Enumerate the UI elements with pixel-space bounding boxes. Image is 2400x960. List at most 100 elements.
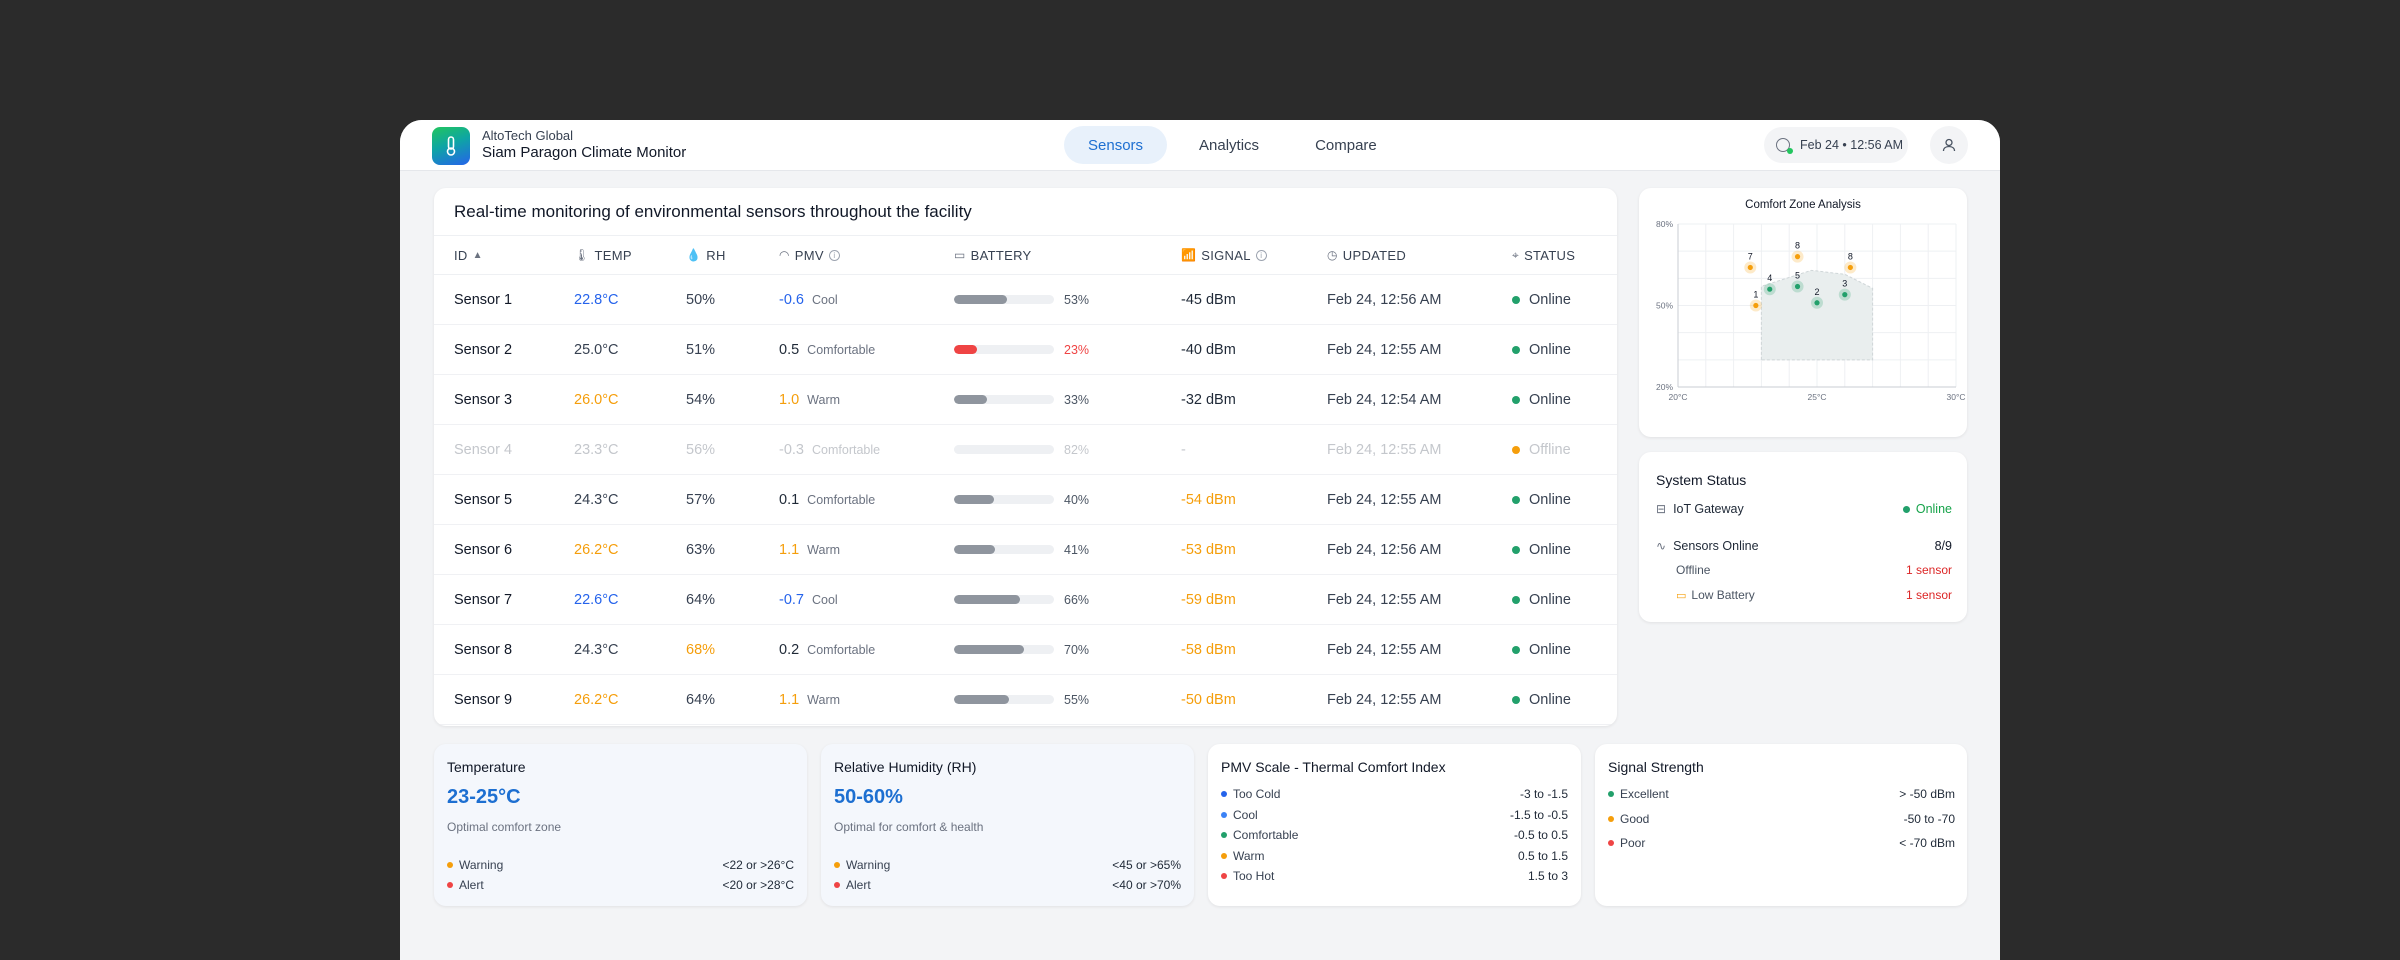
humidity-value: 68% xyxy=(686,641,716,658)
datetime-pill[interactable]: Feb 24 • 12:56 AM xyxy=(1764,127,1908,163)
data-point xyxy=(1842,292,1848,298)
status-cell: Offline xyxy=(1512,425,1571,474)
data-point xyxy=(1753,302,1759,309)
main-nav: Sensors Analytics Compare xyxy=(1064,126,1401,164)
gateway-status: Online xyxy=(1915,502,1952,516)
col-updated-label: UPDATED xyxy=(1342,247,1407,263)
col-signal-label: SIGNAL xyxy=(1201,247,1251,263)
col-updated-header[interactable]: ◷ UPDATED xyxy=(1327,236,1406,274)
signal-value: -53 dBm xyxy=(1181,541,1236,558)
battery-percent: 82% xyxy=(1064,442,1090,457)
scale-label: Good xyxy=(1620,811,1650,826)
temperature-range: 23-25°C xyxy=(447,786,521,808)
table-row[interactable]: Sensor 1 22.8°C 50% -0.6 Cool 53% -45 dBm Feb 2… xyxy=(434,275,1617,325)
battery-cell: 55% xyxy=(954,675,1089,724)
battery-cell: 70% xyxy=(954,625,1089,674)
battery-bar xyxy=(954,695,1054,704)
table-row[interactable]: Sensor 4 23.3°C 56% -0.3 Comfortable 82% - Feb … xyxy=(434,425,1617,475)
pmv-cell: -0.3 Comfortable xyxy=(779,425,880,474)
temperature-value: 26.2°C xyxy=(574,541,619,558)
pmv-label: Comfortable xyxy=(807,642,876,657)
pmv-label: Warm xyxy=(807,542,841,557)
signal-value: -32 dBm xyxy=(1181,391,1236,408)
battery-percent: 55% xyxy=(1064,692,1090,707)
updated-time: Feb 24, 12:55 AM xyxy=(1327,641,1442,658)
battery-fill xyxy=(954,645,1024,654)
table-row[interactable]: Sensor 6 26.2°C 63% 1.1 Warm 41% -53 dBm Feb 24… xyxy=(434,525,1617,575)
scale-item-left: Too Cold xyxy=(1221,787,1280,801)
temperature-warning-row: Warning <22 or >26°C xyxy=(447,858,794,872)
offline-label: Offline xyxy=(1676,563,1711,577)
scale-item-left: Warm xyxy=(1221,849,1265,863)
clock-icon: ◷ xyxy=(1327,248,1338,262)
x-tick-label: 20°C xyxy=(1669,392,1688,402)
scale-item-left: Comfortable xyxy=(1221,828,1298,842)
table-row[interactable]: Sensor 9 26.2°C 64% 1.1 Warm 55% -50 dBm Feb 24… xyxy=(434,675,1617,725)
sensor-id: Sensor 9 xyxy=(454,691,513,708)
data-point xyxy=(1847,264,1853,271)
low-battery-row: ▭ Low Battery 1 sensor xyxy=(1656,588,1952,602)
col-signal-header[interactable]: 📶 SIGNAL i xyxy=(1181,236,1267,274)
updated-time: Feb 24, 12:54 AM xyxy=(1327,391,1442,408)
thermometer-logo-icon xyxy=(432,127,470,165)
gateway-row: ⊟ IoT Gateway Online xyxy=(1656,502,1952,516)
humidity-value: 57% xyxy=(686,491,716,508)
tab-analytics[interactable]: Analytics xyxy=(1199,136,1260,154)
col-rh-header[interactable]: 💧 RH xyxy=(686,236,726,274)
warning-label: Warning xyxy=(846,858,891,872)
battery-bar xyxy=(954,345,1054,354)
table-row[interactable]: Sensor 3 26.0°C 54% 1.0 Warm 33% -32 dBm Feb 24… xyxy=(434,375,1617,425)
col-id-header[interactable]: ID ▲ xyxy=(454,236,483,274)
user-icon xyxy=(1942,138,1956,152)
x-tick-label: 30°C xyxy=(1947,392,1966,402)
updated-time: Feb 24, 12:55 AM xyxy=(1327,591,1442,608)
table-row[interactable]: Sensor 5 24.3°C 57% 0.1 Comfortable 40% -54 dB… xyxy=(434,475,1617,525)
humidity-alert-row: Alert <40 or >70% xyxy=(834,878,1181,892)
table-row[interactable]: Sensor 2 25.0°C 51% 0.5 Comfortable 23% -40 dB… xyxy=(434,325,1617,375)
pmv-value: 1.0 xyxy=(779,391,800,408)
tab-compare[interactable]: Compare xyxy=(1315,136,1377,154)
signal-value: -50 dBm xyxy=(1181,691,1236,708)
status-text: Online xyxy=(1529,591,1571,608)
user-avatar-button[interactable] xyxy=(1930,126,1968,164)
humidity-info-card: Relative Humidity (RH) 50-60% Optimal fo… xyxy=(821,744,1194,906)
table-row[interactable]: Sensor 8 24.3°C 68% 0.2 Comfortable 70% -58 dB… xyxy=(434,625,1617,675)
status-cell: Online xyxy=(1512,575,1571,624)
comfort-zone-area xyxy=(1760,269,1874,361)
col-pmv-header[interactable]: ◠ PMV i xyxy=(779,236,840,274)
battery-percent: 70% xyxy=(1064,642,1090,657)
scale-value: -1.5 to -0.5 xyxy=(1509,807,1568,822)
col-battery-header[interactable]: ▭ BATTERY xyxy=(954,236,1032,274)
tab-sensors[interactable]: Sensors xyxy=(1064,126,1168,164)
scale-value: -0.5 to 0.5 xyxy=(1513,828,1568,842)
pmv-value: 0.5 xyxy=(779,341,800,358)
battery-cell: 33% xyxy=(954,375,1089,424)
signal-strength-card: Signal Strength Excellent > -50 dBm Good -5… xyxy=(1595,744,1967,906)
scale-item: Too Cold -3 to -1.5 xyxy=(1221,787,1568,801)
wifi-icon: 📶 xyxy=(1181,248,1197,262)
scale-dot xyxy=(1221,811,1227,818)
status-dot xyxy=(1512,495,1520,504)
info-icon[interactable]: i xyxy=(1255,249,1267,261)
scale-value: < -70 dBm xyxy=(1899,836,1955,850)
status-text: Online xyxy=(1529,291,1571,308)
battery-percent: 33% xyxy=(1064,392,1090,407)
col-pmv-label: PMV xyxy=(794,247,824,263)
status-cell: Online xyxy=(1512,375,1571,424)
table-row[interactable]: Sensor 7 22.6°C 64% -0.7 Cool 66% -59 dBm Feb 2… xyxy=(434,575,1617,625)
battery-low-icon: ▭ xyxy=(1676,589,1687,602)
col-status-header[interactable]: ⌖ STATUS xyxy=(1512,236,1575,274)
scale-dot xyxy=(1221,852,1227,859)
app-window: AltoTech Global Siam Paragon Climate Mon… xyxy=(400,120,2000,960)
battery-fill xyxy=(954,595,1020,604)
temperature-value: 25.0°C xyxy=(574,341,619,358)
x-tick-label: 25°C xyxy=(1808,392,1827,402)
battery-percent: 53% xyxy=(1064,292,1090,307)
col-temp-header[interactable]: 🌡 TEMP xyxy=(574,236,632,274)
scale-value: -50 to -70 xyxy=(1903,811,1955,826)
battery-bar xyxy=(954,395,1054,404)
humidity-range: 50-60% xyxy=(834,786,903,808)
warning-dot xyxy=(834,862,840,868)
info-icon[interactable]: i xyxy=(828,249,840,261)
battery-fill xyxy=(954,395,987,404)
